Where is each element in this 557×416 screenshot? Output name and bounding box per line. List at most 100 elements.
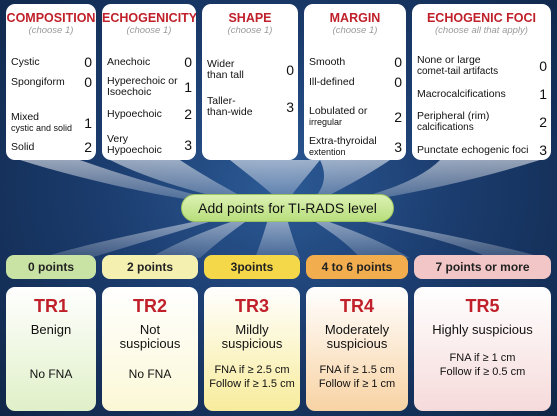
criteria-label-wrap: Smooth [309,56,345,68]
fna-line1: No FNA [128,367,172,381]
criteria-points: 2 [539,113,547,130]
criteria-item: Spongiform 0 [11,74,92,90]
criteria-label: Mixed [11,111,40,123]
criteria-label: Solid [11,141,35,153]
fna-recommendation: No FNA [6,367,96,381]
category-subtitle: (choose 1) [126,25,172,36]
criteria-points: 3 [286,98,294,115]
category-card-margin: MARGIN (choose 1) Smooth 0 Ill-defined 0 Lobul… [304,4,406,160]
tirads-level-title: TR5 [465,296,500,316]
criteria-points: 1 [539,86,547,102]
criteria-label-wrap: Taller-than-wide [207,95,253,118]
category-card-foci: ECHOGENIC FOCI (choose all that apply) Non… [412,4,551,160]
category-subtitle: (choose 1) [227,25,273,36]
tirads-description: Mildly suspicious [204,323,300,351]
criteria-label: Hypoechoic [107,108,162,120]
criteria-item: None or large comet-tail artifacts 0 [417,54,547,77]
points-pill-tr3: 3points [204,255,300,279]
points-pill-tr5: 7 points or more [414,255,551,279]
criteria-label: Wider [207,58,235,70]
criteria-label: Peripheral (rim) [417,110,490,122]
criteria-item: Taller-than-wide 3 [207,95,294,118]
points-pill-tr2: 2 points [102,255,198,279]
criteria-label: Very [107,133,129,145]
criteria-item: Macrocalcifications 1 [417,86,547,102]
criteria-points: 2 [184,106,192,122]
tirads-description-line2: suspicious [326,336,388,351]
criteria-sublabel: than-wide [207,106,253,118]
criteria-label: Hyperechoic or [107,75,178,87]
category-title: MARGIN [329,11,381,25]
tirads-description-line1: Highly suspicious [432,322,533,337]
criteria-points: 0 [286,61,294,78]
criteria-label-wrap: Spongiform [11,76,65,88]
criteria-sublabel: irregular [309,117,343,127]
fna-line1: FNA if ≥ 1 cm [449,352,516,364]
tirads-description: Not suspicious [102,323,198,351]
criteria-label: Ill-defined [309,76,355,88]
category-subtitle: (choose all that apply) [435,25,528,36]
criteria-points: 0 [394,74,402,90]
tirads-description-line2: suspicious [221,336,283,351]
tirads-description-line1: Benign [30,322,72,337]
criteria-item: Hypoechoic 2 [107,106,192,122]
criteria-sublabel: Hypoechoic [107,144,162,156]
criteria-points: 1 [84,114,92,131]
add-points-label: Add points for TI-RADS level [181,194,394,222]
criteria-label: Taller- [207,95,236,107]
criteria-points: 2 [394,108,402,125]
tirads-description: Moderately suspicious [306,323,408,351]
criteria-points: 0 [184,54,192,70]
criteria-item: Lobulated or irregular 2 [309,105,402,128]
fna-line1: FNA if ≥ 2.5 cm [214,364,290,376]
fna-recommendation: FNA if ≥ 1 cm Follow if ≥ 0.5 cm [414,351,551,379]
criteria-points: 3 [539,142,547,158]
criteria-label-wrap: Hypoechoic [107,108,162,120]
criteria-label-wrap: None or large comet-tail artifacts [417,54,498,77]
criteria-label: Macrocalcifications [417,88,506,100]
criteria-label: Extra-thyroidal [309,135,377,147]
tirads-box-tr2: TR2 Not suspicious No FNA [102,287,198,411]
criteria-item: Very Hypoechoic 3 [107,133,192,156]
category-title: ECHOGENIC FOCI [426,11,537,25]
tirads-description: Highly suspicious [414,323,551,337]
tirads-box-tr4: TR4 Moderately suspicious FNA if ≥ 1.5 cm Fo… [306,287,408,411]
criteria-label-wrap: Very Hypoechoic [107,133,162,156]
category-card-composition: COMPOSITION (choose 1) Cystic 0 Spongiform 0 M… [6,4,96,160]
criteria-points: 1 [184,78,192,95]
criteria-label: Lobulated or [309,105,368,117]
criteria-points: 0 [394,54,402,70]
criteria-points: 0 [84,74,92,90]
tirads-level-title: TR2 [132,296,167,316]
category-title: SHAPE [228,11,272,25]
criteria-points: 3 [394,138,402,155]
points-pill-tr4: 4 to 6 points [306,255,408,279]
tirads-description: Benign [6,323,96,337]
criteria-label-wrap: Anechoic [107,56,150,68]
criteria-points: 3 [184,136,192,153]
category-title: COMPOSITION [6,11,96,25]
category-subtitle: (choose 1) [332,25,378,36]
criteria-sublabel: extention [309,147,346,157]
tirads-description-line2: suspicious [119,336,181,351]
fna-line2: Follow if ≥ 1 cm [318,378,396,390]
criteria-item: Cystic 0 [11,54,92,70]
criteria-sublabel: Isoechoic [107,86,152,98]
points-pill-tr1: 0 points [6,255,96,279]
criteria-label-wrap: Cystic [11,56,40,68]
criteria-label-wrap: Wider than tall [207,58,244,81]
criteria-points: 2 [84,139,92,155]
criteria-points: 0 [539,57,547,74]
criteria-label-wrap: Mixed cystic and solid [11,111,72,134]
criteria-item: Mixed cystic and solid 1 [11,111,92,134]
criteria-sublabel: calcifications [417,122,474,133]
criteria-label-wrap: Hyperechoic or Isoechoic [107,75,178,98]
tirads-box-tr1: TR1 Benign No FNA [6,287,96,411]
criteria-label-wrap: Lobulated or irregular [309,105,367,128]
criteria-item: Peripheral (rim) calcifications 2 [417,110,547,133]
fna-recommendation: No FNA [102,367,198,381]
criteria-label: Anechoic [107,56,151,68]
category-subtitle: (choose 1) [28,25,74,36]
criteria-label: None or large [417,54,481,66]
criteria-label-wrap: Solid [11,141,34,153]
